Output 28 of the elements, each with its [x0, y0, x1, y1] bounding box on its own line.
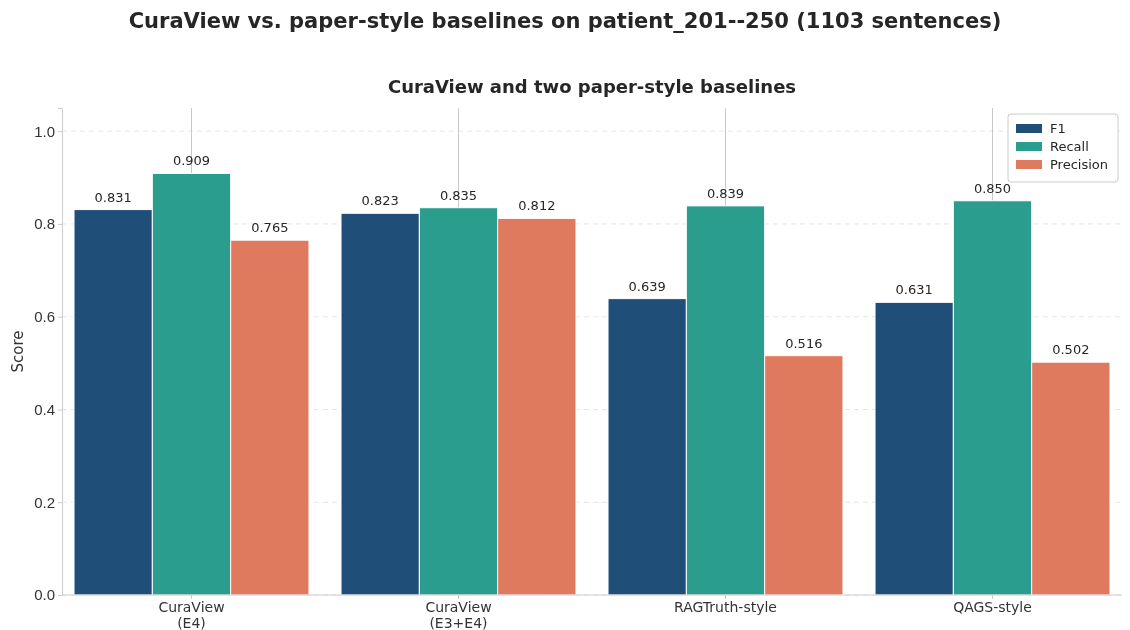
data-label: 0.516 — [785, 335, 823, 351]
legend-label: F1 — [1050, 121, 1066, 136]
data-label: 0.909 — [172, 153, 211, 169]
data-label: 0.631 — [895, 282, 933, 298]
data-label: 0.823 — [361, 193, 399, 209]
data-label: 0.835 — [439, 187, 478, 203]
y-tick-label: 0.8 — [34, 215, 55, 233]
chart-subtitle: CuraView and two paper-style baselines — [387, 76, 797, 97]
data-label: 0.502 — [1052, 342, 1090, 358]
x-tick-label: QAGS-style — [953, 599, 1032, 615]
data-label: 0.850 — [973, 180, 1012, 196]
y-tick-label: 0.6 — [34, 308, 55, 326]
x-tick-label: CuraView (E3+E4) — [425, 599, 492, 630]
legend-label: Precision — [1050, 157, 1109, 172]
y-tick-label: 0.2 — [34, 493, 55, 511]
y-tick-label: 0.4 — [34, 400, 55, 418]
x-tick-label: RAGTruth-style — [674, 599, 777, 615]
data-label: 0.812 — [518, 198, 556, 214]
y-axis-title: Score — [9, 330, 27, 373]
y-tick-label: 1.0 — [34, 122, 55, 140]
data-label: 0.765 — [251, 220, 289, 236]
x-tick-label: CuraView (E4) — [158, 599, 225, 630]
y-tick-label: 0.0 — [34, 586, 55, 604]
legend-label: Recall — [1050, 139, 1089, 154]
chart-title: CuraView vs. paper-style baselines on patient_201--250 (1103 sentences) — [128, 9, 1002, 33]
data-label: 0.839 — [706, 185, 745, 201]
data-label: 0.831 — [94, 189, 132, 205]
data-label: 0.639 — [628, 278, 666, 294]
